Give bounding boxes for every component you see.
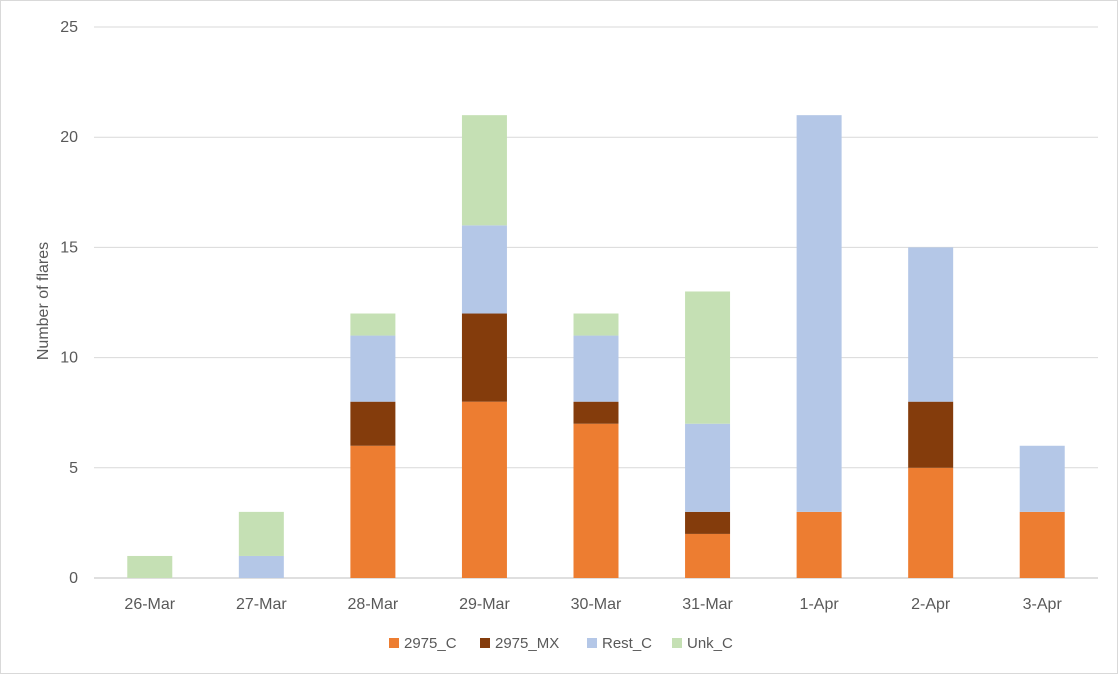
legend-label: Unk_C [687,635,733,652]
legend-swatch [389,638,399,648]
x-tick-label: 31-Mar [682,596,733,613]
x-tick-label: 28-Mar [348,596,399,613]
x-tick-label: 29-Mar [459,596,510,613]
bar-segment [685,291,731,424]
x-tick-label: 1-Apr [800,596,840,613]
bar-segment [573,423,619,578]
bar-segment [127,555,173,578]
bar-segment [461,115,507,226]
bar-segment [1019,445,1065,512]
y-tick-label: 5 [69,460,78,477]
y-tick-label: 0 [69,570,78,587]
legend-swatch [480,638,490,648]
bar-segment [350,335,396,402]
x-tick-label: 26-Mar [124,596,175,613]
bar-segment [1019,511,1065,578]
bar-segment [350,313,396,336]
bar-segment [573,401,619,424]
y-axis-label: Number of flares [35,242,52,360]
bar-segment [573,335,619,402]
legend-label: 2975_C [404,635,457,652]
bar-segment [461,313,507,402]
y-tick-label: 20 [60,129,78,146]
y-tick-label: 25 [60,19,78,36]
bar-segment [573,313,619,336]
bar-segment [238,511,284,556]
bar-segment [685,423,731,512]
x-tick-labels: 26-Mar 27-Mar 28-Mar 29-Mar 30-Mar 31-Mar 1-Ap… [124,596,1062,613]
bar-segment [908,401,954,468]
legend-swatch [672,638,682,648]
bars [127,115,1065,578]
bar-segment [350,401,396,446]
legend-label: Rest_C [602,635,652,652]
legend-label: 2975_MX [495,635,559,652]
bar-segment [350,445,396,578]
x-tick-label: 27-Mar [236,596,287,613]
bar-segment [796,115,842,512]
y-tick-labels: 0 5 10 15 20 25 [60,19,78,587]
bar-segment [238,555,284,578]
bar-segment [461,225,507,314]
bar-segment [685,511,731,534]
x-tick-label: 30-Mar [571,596,622,613]
y-tick-label: 10 [60,350,78,367]
bar-segment [685,533,731,578]
bar-segment [908,247,954,402]
legend: 2975_C 2975_MX Rest_C Unk_C [389,635,733,652]
y-tick-label: 15 [60,239,78,256]
x-tick-label: 3-Apr [1023,596,1063,613]
bar-segment [461,401,507,578]
legend-swatch [587,638,597,648]
x-tick-label: 2-Apr [911,596,951,613]
bar-segment [908,467,954,578]
bar-segment [796,511,842,578]
